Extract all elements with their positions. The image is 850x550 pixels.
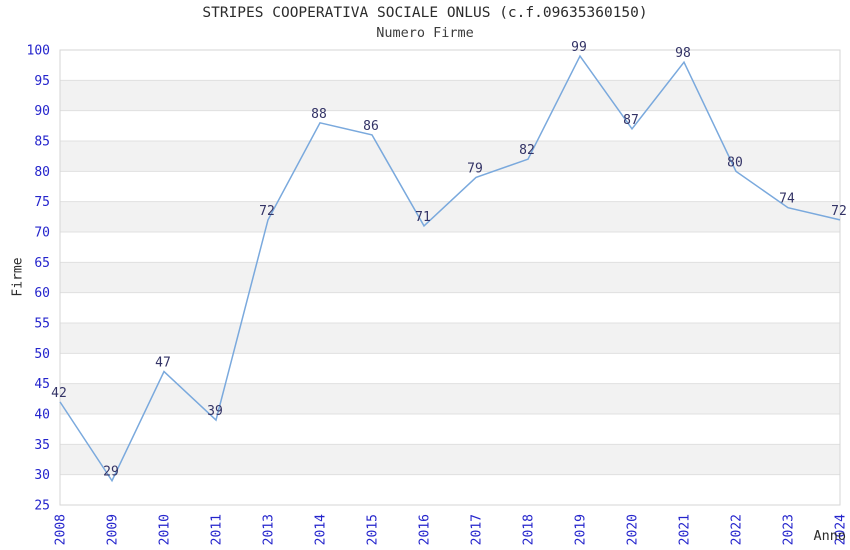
- y-tick-label: 30: [34, 468, 50, 483]
- x-tick-label: 2008: [54, 514, 69, 545]
- x-tick-label: 2023: [782, 514, 797, 545]
- grid-band: [60, 383, 840, 414]
- x-tick-label: 2021: [678, 514, 693, 545]
- x-tick-label: 2020: [626, 514, 641, 545]
- y-tick-label: 85: [34, 135, 50, 150]
- y-tick-label: 35: [34, 438, 50, 453]
- data-label: 98: [675, 46, 691, 61]
- data-label: 47: [155, 356, 171, 371]
- data-label: 86: [363, 119, 379, 134]
- data-label: 29: [103, 465, 119, 480]
- data-label: 79: [467, 161, 483, 176]
- x-tick-label: 2018: [522, 514, 537, 545]
- x-tick-label: 2022: [730, 514, 745, 545]
- plot-border: [59, 49, 841, 506]
- grid-band: [60, 141, 840, 172]
- x-tick-label: 2017: [470, 514, 485, 545]
- y-tick-label: 80: [34, 165, 50, 180]
- x-tick-label: 2013: [262, 514, 277, 545]
- grid-band: [60, 262, 840, 293]
- x-tick-label: 2024: [834, 514, 849, 545]
- data-label: 82: [519, 143, 535, 158]
- grid-band: [60, 201, 840, 232]
- x-tick-label: 2009: [106, 514, 121, 545]
- chart-subtitle: Numero Firme: [376, 25, 474, 41]
- y-tick-label: 90: [34, 104, 50, 119]
- data-label: 99: [571, 40, 587, 55]
- grid-band: [60, 323, 840, 354]
- data-label: 74: [779, 192, 795, 207]
- data-label: 42: [51, 386, 67, 401]
- y-tick-label: 100: [27, 44, 50, 59]
- x-tick-label: 2019: [574, 514, 589, 545]
- y-tick-label: 75: [34, 195, 50, 210]
- data-label: 71: [415, 210, 431, 225]
- y-tick-label: 45: [34, 377, 50, 392]
- x-tick-label: 2016: [418, 514, 433, 545]
- y-tick-label: 60: [34, 286, 50, 301]
- y-tick-label: 55: [34, 317, 50, 332]
- x-tick-label: 2010: [158, 514, 173, 545]
- y-tick-label: 65: [34, 256, 50, 271]
- x-tick-label: 2011: [210, 514, 225, 545]
- x-tick-label: 2015: [366, 514, 381, 545]
- x-axis-label: Anno: [813, 528, 846, 544]
- data-line: [59, 54, 841, 483]
- data-label: 39: [207, 404, 223, 419]
- data-label: 72: [831, 204, 847, 219]
- x-tick-label: 2014: [314, 514, 329, 545]
- y-tick-label: 25: [34, 499, 50, 514]
- grid-band: [60, 80, 840, 111]
- y-tick-label: 40: [34, 408, 50, 423]
- data-label: 80: [727, 155, 743, 170]
- data-label: 72: [259, 204, 275, 219]
- y-tick-label: 70: [34, 226, 50, 241]
- y-tick-label: 95: [34, 74, 50, 89]
- grid-band: [60, 444, 840, 475]
- data-label: 88: [311, 107, 327, 122]
- data-label: 87: [623, 113, 639, 128]
- chart-title: STRIPES COOPERATIVA SOCIALE ONLUS (c.f.0…: [202, 5, 648, 21]
- y-tick-label: 50: [34, 347, 50, 362]
